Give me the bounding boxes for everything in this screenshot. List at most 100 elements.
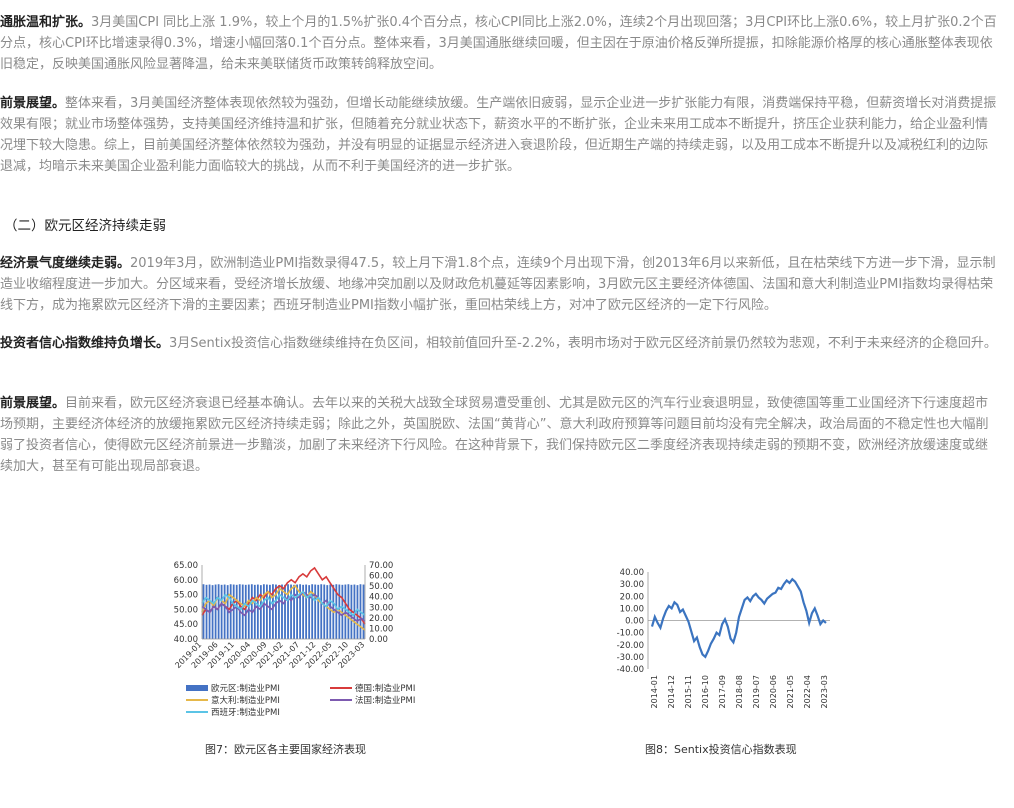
bar-mark — [320, 584, 323, 639]
bar-mark — [326, 585, 329, 639]
legend-swatch — [186, 685, 208, 691]
paragraph-body: 2019年3月，欧洲制造业PMI指数录得47.5，较上月下滑1.8个点，连续9个… — [0, 256, 996, 313]
y-tick-label: 20.00 — [620, 592, 644, 602]
right-tick-label: 10.00 — [369, 624, 393, 634]
right-tick-label: 50.00 — [369, 582, 393, 592]
bar-mark — [299, 584, 302, 639]
series-line — [201, 590, 366, 623]
bar-mark — [287, 584, 289, 639]
y-tick-label: 10.00 — [620, 604, 644, 614]
bar-mark — [214, 584, 217, 639]
figure7-chart: 65.0060.0055.0050.0045.0040.0070.0060.00… — [173, 561, 415, 718]
series-line — [201, 590, 366, 617]
figure8-caption: 图8：Sentix投资信心指数表现 — [645, 743, 797, 756]
bar-mark — [278, 585, 280, 639]
bar-mark — [205, 584, 208, 639]
bar-mark — [262, 584, 265, 639]
bar-mark — [211, 585, 214, 639]
paragraph-body: 整体来看，3月美国经济整体表现依然较为强劲，但增长动能继续放缓。生产端依旧疲弱，… — [0, 96, 997, 174]
figure8-chart: 40.00 30.00 20.00 10.00 0.00 -10.00 -20.00 -30.… — [617, 568, 830, 708]
x-tick-label: 2014-12 — [667, 675, 676, 708]
paragraph-body: 目前来看，欧元区经济衰退已经基本确认。去年以来的关税大战致全球贸易遭受重创、尤其… — [0, 396, 989, 474]
bar-mark — [256, 584, 259, 639]
right-tick-label: 60.00 — [369, 572, 393, 582]
x-tick-label: 2020-06 — [769, 675, 778, 708]
right-tick-label: 30.00 — [369, 603, 393, 613]
right-tick-label: 70.00 — [369, 561, 393, 571]
bar-mark — [253, 584, 256, 639]
bar-mark — [317, 584, 320, 639]
y-tick-label: 30.00 — [620, 580, 644, 590]
right-tick-label: 20.00 — [369, 614, 393, 624]
bar-mark — [311, 584, 314, 639]
bar-mark — [290, 584, 292, 639]
legend-label: 法国:制造业PMI — [355, 695, 415, 706]
bar-mark — [244, 584, 247, 639]
bar-mark — [269, 584, 271, 639]
y-tick-label: -40.00 — [617, 665, 644, 675]
bar-mark — [220, 584, 223, 639]
bar-mark — [308, 585, 311, 639]
y-tick-label: -20.00 — [617, 641, 644, 651]
bar-mark — [356, 585, 359, 639]
bar-mark — [281, 584, 283, 639]
y-tick-label: 40.00 — [620, 568, 644, 578]
paragraph-eurozone-outlook: 前景展望。目前来看，欧元区经济衰退已经基本确认。去年以来的关税大战致全球贸易遭受… — [0, 393, 1000, 477]
legend-label: 德国:制造业PMI — [355, 683, 415, 694]
bar-mark — [235, 584, 238, 639]
paragraph-body: 3月Sentix投资信心指数继续维持在负区间，相较前值回升至-2.2%，表明市场… — [169, 336, 997, 351]
left-tick-label: 50.00 — [174, 605, 198, 615]
left-tick-label: 40.00 — [174, 635, 198, 645]
paragraph-investor-confidence: 投资者信心指数维持负增长。3月Sentix投资信心指数继续维持在负区间，相较前值… — [0, 333, 1000, 354]
bar-mark — [259, 585, 262, 639]
bar-mark — [305, 584, 308, 639]
paragraph-body: 3月美国CPI 同比上涨 1.9%，较上个月的1.5%扩张0.4个百分点，核心C… — [0, 15, 997, 72]
series-line — [650, 577, 827, 659]
bar-mark — [314, 584, 317, 639]
paragraph-us-outlook: 前景展望。整体来看，3月美国经济整体表现依然较为强劲，但增长动能继续放缓。生产端… — [0, 93, 1000, 177]
left-tick-label: 65.00 — [174, 561, 198, 571]
bar-mark — [362, 584, 365, 639]
section-heading: （二）欧元区经济持续走弱 — [4, 218, 166, 234]
bar-mark — [350, 584, 353, 639]
left-tick-label: 55.00 — [174, 591, 198, 601]
paragraph-inflation: 通胀温和扩张。3月美国CPI 同比上涨 1.9%，较上个月的1.5%扩张0.4个… — [0, 12, 1000, 75]
paragraph-lead: 经济景气度继续走弱。 — [0, 256, 131, 271]
paragraph-lead: 前景展望。 — [0, 396, 66, 411]
left-tick-label: 60.00 — [174, 576, 198, 586]
bar-mark — [296, 584, 298, 639]
bar-mark — [217, 584, 220, 639]
bar-mark — [284, 584, 286, 639]
x-tick-label: 2018-08 — [735, 675, 744, 708]
bar-mark — [226, 585, 229, 639]
legend-label: 意大利:制造业PMI — [211, 695, 280, 706]
x-tick-label: 2016-10 — [701, 675, 710, 708]
bar-mark — [302, 584, 305, 639]
bar-mark — [247, 584, 250, 639]
bar-mark — [323, 584, 326, 639]
paragraph-lead: 投资者信心指数维持负增长。 — [0, 336, 170, 351]
y-tick-label: -30.00 — [617, 653, 644, 663]
paragraph-lead: 前景展望。 — [0, 96, 66, 111]
bar-mark — [329, 584, 332, 639]
x-tick-label: 2023-03 — [820, 675, 829, 708]
paragraph-eurozone-pmi: 经济景气度继续走弱。2019年3月，欧洲制造业PMI指数录得47.5，较上月下滑… — [0, 253, 1000, 316]
bar-mark — [241, 584, 244, 639]
x-tick-label: 2017-09 — [718, 675, 727, 708]
y-tick-label: 0.00 — [625, 617, 644, 627]
series-line — [201, 566, 366, 625]
bar-mark — [272, 584, 274, 639]
y-tick-label: -10.00 — [617, 629, 644, 639]
bar-mark — [232, 584, 235, 639]
bar-mark — [353, 584, 356, 639]
bar-mark — [265, 584, 268, 639]
legend-label: 西班牙:制造业PMI — [211, 707, 280, 718]
figure7-caption: 图7：欧元区各主要国家经济表现 — [205, 743, 366, 756]
bar-mark — [275, 584, 277, 639]
bar-mark — [293, 584, 295, 639]
right-tick-label: 40.00 — [369, 593, 393, 603]
right-tick-label: 0.00 — [369, 635, 388, 645]
bar-mark — [223, 584, 226, 639]
x-tick-label: 2022-04 — [803, 675, 812, 708]
x-tick-label: 2019-07 — [752, 675, 761, 708]
